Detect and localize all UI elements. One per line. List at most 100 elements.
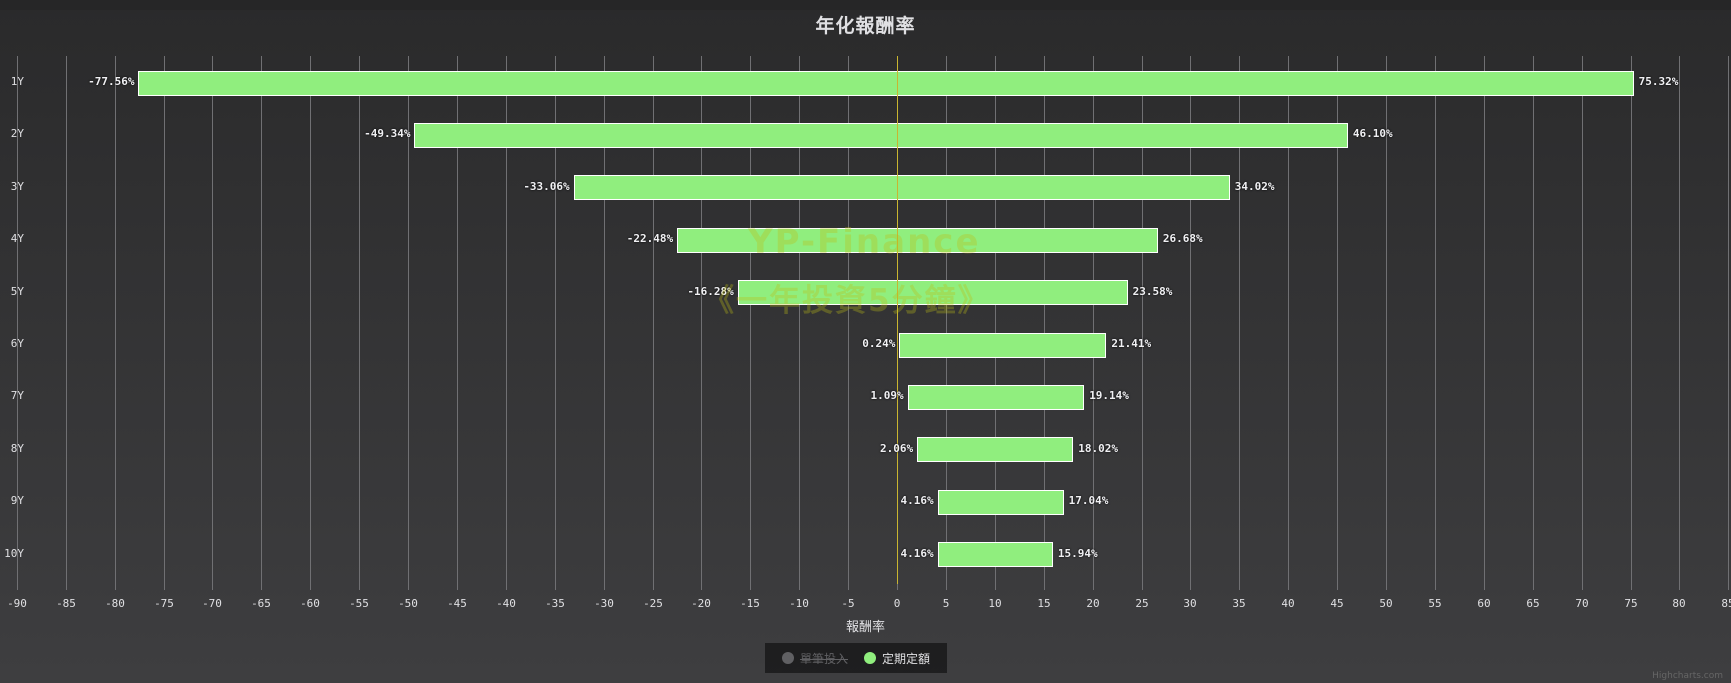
gridline [457, 56, 458, 584]
range-bar[interactable] [677, 227, 1158, 253]
gridline [310, 56, 311, 584]
x-tick [946, 584, 947, 590]
bar-low-label: 4.16% [900, 494, 934, 508]
x-tick-label: 80 [1672, 597, 1686, 610]
bar-high-label: 46.10% [1352, 127, 1393, 141]
x-tick [1582, 584, 1583, 590]
range-bar[interactable] [138, 70, 1634, 96]
chart-title: 年化報酬率 [815, 15, 916, 37]
range-bar[interactable] [899, 332, 1107, 358]
gridline [750, 56, 751, 584]
x-tick-label: -15 [740, 597, 760, 610]
x-axis-title: 報酬率 [845, 620, 885, 635]
x-tick [1679, 584, 1680, 590]
gridline [1679, 56, 1680, 584]
x-tick-label: -35 [545, 597, 565, 610]
bar-high-label: 15.94% [1057, 546, 1098, 560]
range-bar[interactable] [937, 542, 1053, 568]
y-category-label: 5Y [10, 284, 24, 298]
y-category-label: 1Y [10, 75, 24, 88]
gridline [1093, 56, 1094, 584]
x-tick-label: -10 [789, 597, 809, 610]
x-tick [66, 584, 67, 590]
gridline [1288, 56, 1289, 584]
x-tick-label: -60 [300, 597, 320, 610]
y-category-label: 8Y [10, 441, 24, 455]
x-tick-label: -50 [398, 597, 418, 610]
x-tick-label: 85 [1721, 597, 1731, 610]
x-tick [457, 584, 458, 590]
x-tick [212, 584, 213, 590]
x-tick-label: 5 [942, 597, 950, 610]
range-bar[interactable] [573, 175, 1230, 201]
gridline [359, 56, 360, 584]
legend-label: 單筆投入 [799, 651, 848, 666]
legend-dot-icon [864, 652, 876, 664]
x-tick-label: -40 [496, 597, 516, 610]
gridline [1582, 56, 1583, 584]
x-tick-label: 40 [1281, 597, 1295, 610]
x-tick [995, 584, 996, 590]
legend: 單筆投入 定期定額 [765, 643, 947, 673]
range-bar[interactable] [414, 122, 1348, 148]
gridline [1044, 56, 1045, 584]
x-tick-label: -55 [349, 597, 369, 610]
y-category-label: 7Y [10, 389, 24, 403]
gridline [604, 56, 605, 584]
gridline [946, 56, 947, 584]
gridline [164, 56, 165, 584]
x-tick [701, 584, 702, 590]
x-tick [604, 584, 605, 590]
x-tick [310, 584, 311, 590]
credit-link[interactable]: Highcharts.com [1652, 671, 1723, 681]
x-tick-label: -75 [154, 597, 174, 610]
bar-low-label: -22.48% [626, 232, 674, 246]
gridline [1728, 56, 1729, 584]
x-tick-label: 20 [1086, 597, 1100, 610]
gridline [701, 56, 702, 584]
gridline [1631, 56, 1632, 584]
x-tick-label: 15 [1037, 597, 1051, 610]
x-tick [506, 584, 507, 590]
bar-low-label: -77.56% [88, 75, 135, 88]
x-tick [164, 584, 165, 590]
y-category-label: 10Y [4, 546, 24, 560]
x-tick-label: 65 [1526, 597, 1540, 610]
bar-low-label: 4.16% [900, 546, 934, 560]
x-tick [750, 584, 751, 590]
x-tick [408, 584, 409, 590]
gridline [506, 56, 507, 584]
gridline [799, 56, 800, 584]
gridline [1142, 56, 1143, 584]
range-bar[interactable] [937, 489, 1064, 515]
x-tick [1386, 584, 1387, 590]
bar-low-label: -16.28% [687, 284, 734, 298]
x-tick [1093, 584, 1094, 590]
gridline [17, 56, 18, 584]
bar-high-label: 23.58% [1132, 284, 1173, 298]
range-bar[interactable] [907, 384, 1085, 410]
bar-low-label: 2.06% [880, 441, 914, 455]
range-bar[interactable] [917, 437, 1074, 463]
bar-high-label: 18.02% [1078, 441, 1118, 455]
gridline [1533, 56, 1534, 584]
x-tick-label: 25 [1135, 597, 1149, 610]
bar-high-label: 17.04% [1068, 494, 1109, 508]
gridline [1239, 56, 1240, 584]
bar-high-label: 26.68% [1162, 232, 1203, 246]
x-tick [1239, 584, 1240, 590]
range-bar[interactable] [737, 280, 1128, 306]
legend-item-dca[interactable]: 定期定額 [864, 650, 930, 667]
gridline [1337, 56, 1338, 584]
x-tick [799, 584, 800, 590]
gridline [848, 56, 849, 584]
x-tick [1533, 584, 1534, 590]
bar-high-label: 34.02% [1234, 179, 1275, 193]
chart-top-band [0, 0, 1731, 10]
gridline [115, 56, 116, 584]
legend-item-lump-sum[interactable]: 單筆投入 [781, 650, 848, 667]
x-tick [1337, 584, 1338, 590]
y-category-label: 6Y [10, 337, 24, 350]
y-category-label: 2Y [10, 127, 24, 141]
gridline [653, 56, 654, 584]
